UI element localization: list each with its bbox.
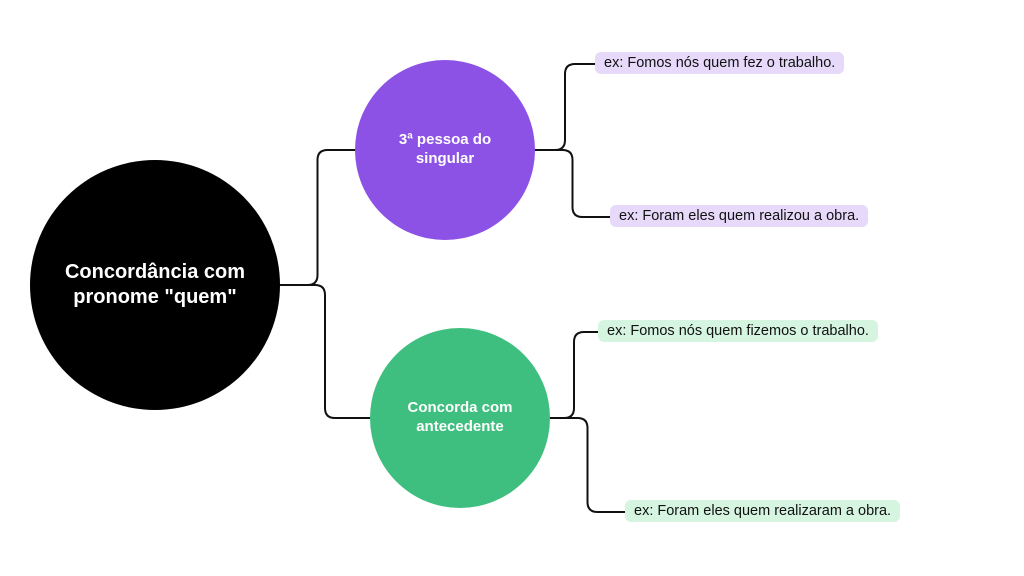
leaf-singular-1-text: ex: Foram eles quem realizou a obra.: [619, 208, 859, 224]
root-label: Concordância com pronome "quem": [44, 260, 266, 310]
leaf-singular-0: ex: Fomos nós quem fez o trabalho.: [595, 52, 844, 74]
leaf-singular-1: ex: Foram eles quem realizou a obra.: [610, 205, 868, 227]
leaf-antecedente-1-text: ex: Foram eles quem realizaram a obra.: [634, 503, 891, 519]
branch-antecedente-node: Concorda com antecedente: [370, 328, 550, 508]
branch-singular-node: 3ª pessoa do singular: [355, 60, 535, 240]
branch-singular-label: 3ª pessoa do singular: [373, 131, 517, 169]
leaf-antecedente-1: ex: Foram eles quem realizaram a obra.: [625, 500, 900, 522]
branch-antecedente-label: Concorda com antecedente: [384, 399, 536, 437]
root-node: Concordância com pronome "quem": [30, 160, 280, 410]
leaf-antecedente-0: ex: Fomos nós quem fizemos o trabalho.: [598, 320, 878, 342]
leaf-singular-0-text: ex: Fomos nós quem fez o trabalho.: [604, 55, 835, 71]
leaf-antecedente-0-text: ex: Fomos nós quem fizemos o trabalho.: [607, 323, 869, 339]
